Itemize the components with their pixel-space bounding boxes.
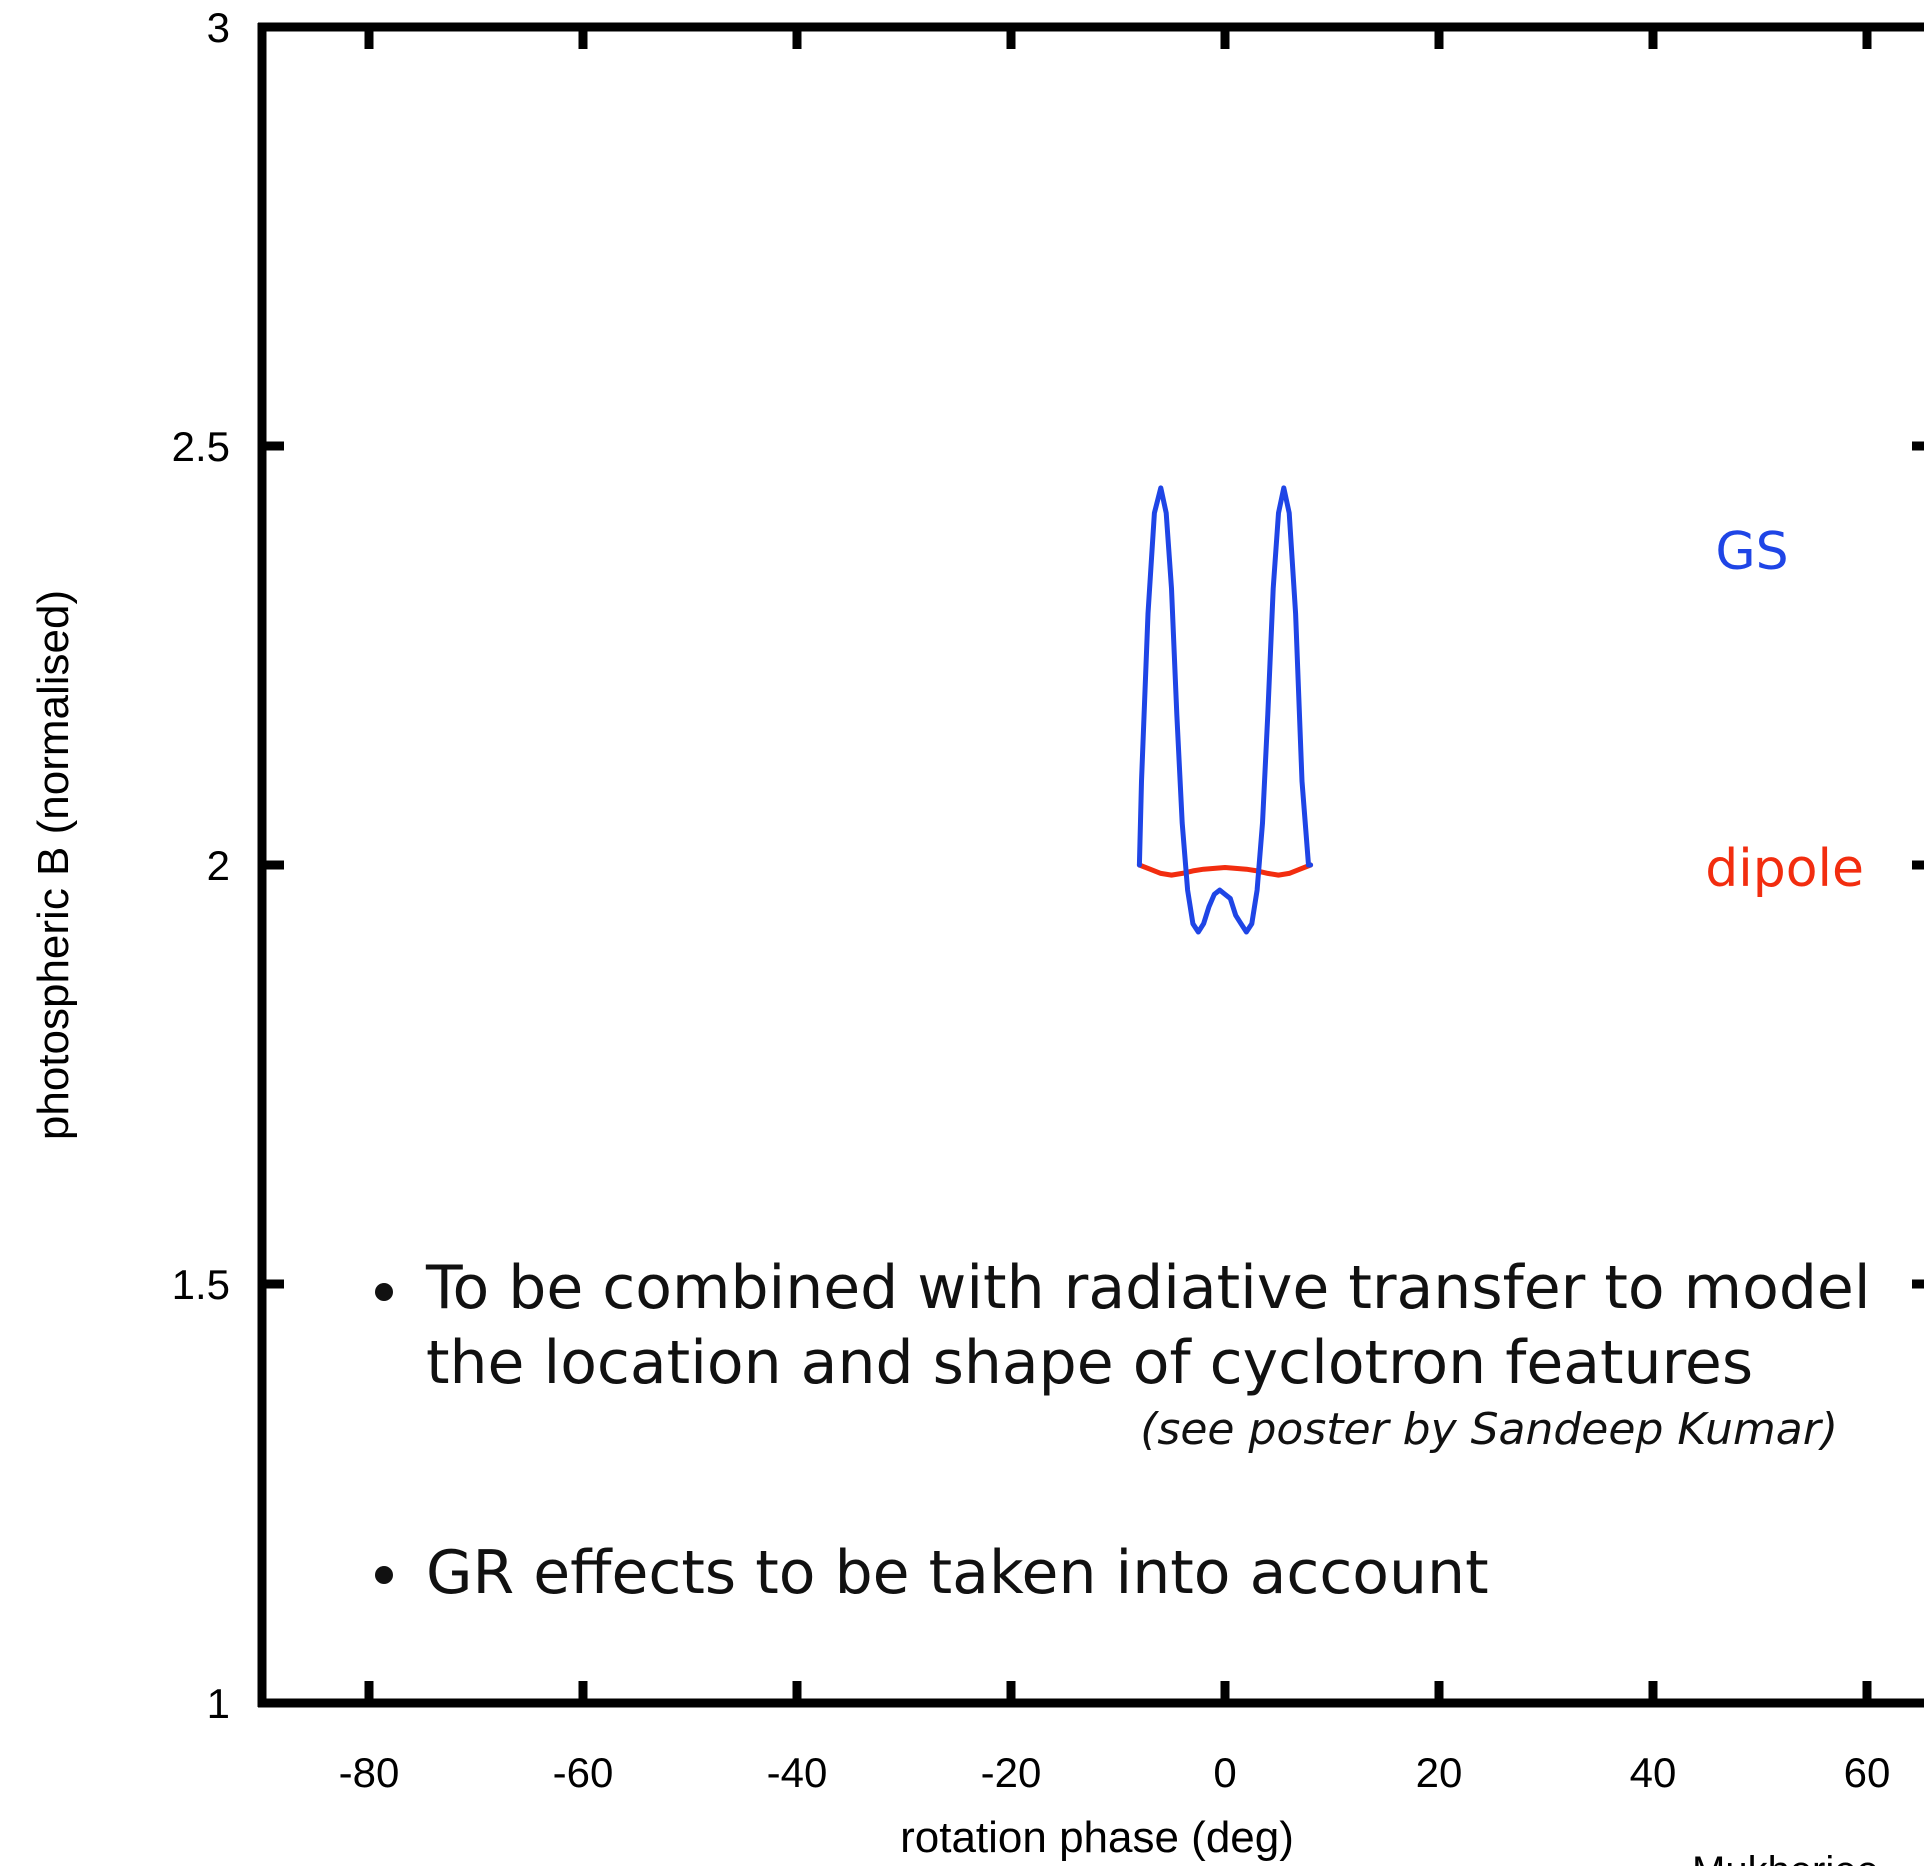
x-axis-label: rotation phase (deg)	[900, 1813, 1294, 1862]
series-lines	[1136, 485, 1314, 935]
y-axis-label: photospheric B (normalised)	[29, 590, 78, 1140]
bullet-2-text: GR effects to be taken into account	[426, 1538, 1489, 1608]
x-tick-label: -20	[981, 1749, 1042, 1796]
series-line-dipole	[1136, 862, 1314, 878]
x-tick-label: -80	[339, 1749, 400, 1796]
x-tick-label: -60	[553, 1749, 614, 1796]
x-tick-label: 0	[1213, 1749, 1236, 1796]
bullet-1-line-2: the location and shape of cyclotron feat…	[426, 1328, 1753, 1398]
y-tick-label: 2.5	[172, 423, 230, 470]
x-tick-label: 40	[1630, 1749, 1677, 1796]
bullet-2-dot	[375, 1566, 393, 1584]
legend-label-dipole: dipole	[1705, 839, 1864, 899]
tick-labels: -80-60-40-2002040608011.522.53	[172, 4, 1891, 1796]
x-tick-label: 20	[1416, 1749, 1463, 1796]
tick-marks	[262, 22, 1924, 1708]
credit-text: Mukherjee	[1692, 1849, 1879, 1866]
x-tick-label: 60	[1844, 1749, 1891, 1796]
bullet-1-dot	[375, 1283, 393, 1301]
bullet-1-line-1: To be combined with radiative transfer t…	[425, 1253, 1870, 1323]
y-tick-label: 1	[207, 1680, 230, 1727]
y-tick-label: 1.5	[172, 1261, 230, 1308]
series-line-gs	[1136, 485, 1314, 935]
y-tick-label: 3	[207, 4, 230, 51]
x-tick-label: -40	[767, 1749, 828, 1796]
legend-label-gs: GS	[1715, 522, 1788, 582]
bullet-1-note: (see poster by Sandeep Kumar)	[1140, 1404, 1838, 1455]
y-tick-label: 2	[207, 842, 230, 889]
